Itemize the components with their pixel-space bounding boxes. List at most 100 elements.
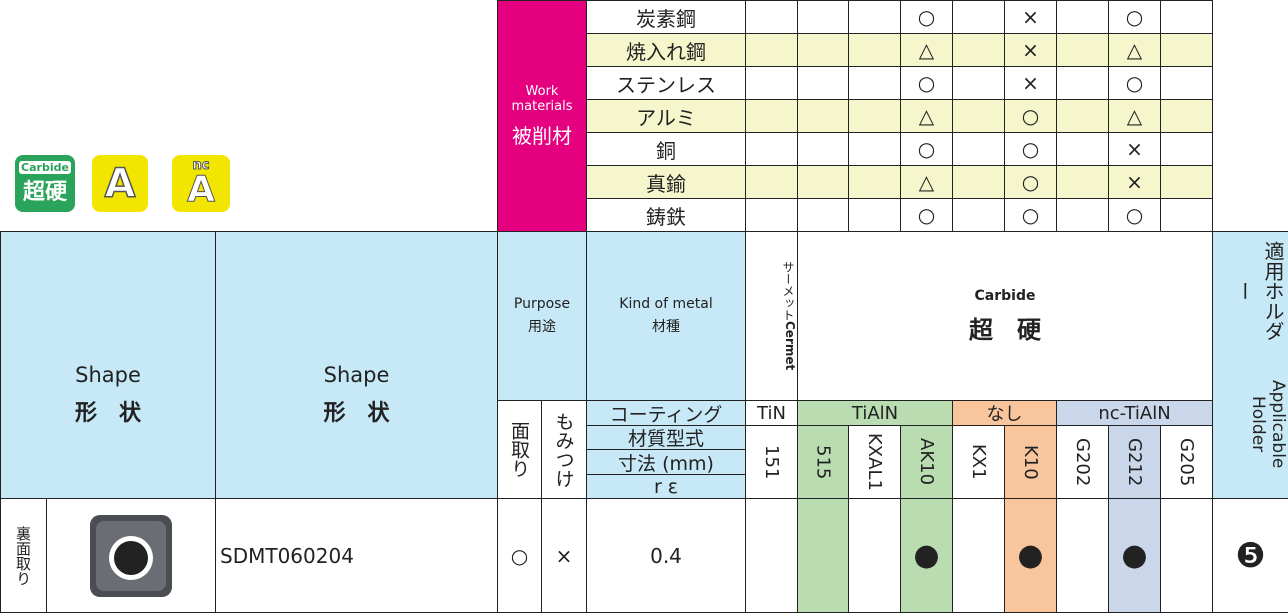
material-mark	[1160, 99, 1213, 133]
cell-text: 材質型式	[627, 428, 704, 450]
cell-text: コーティング	[609, 403, 723, 426]
cell-text: r ε	[653, 475, 679, 498]
material-mark	[1160, 0, 1213, 34]
holder: ❺	[1212, 498, 1288, 613]
material-mark	[745, 66, 798, 100]
grade-mark: ●	[900, 498, 953, 613]
cell-text: AK10	[916, 438, 937, 486]
cell-text: KX1	[968, 444, 989, 480]
cell-text: ○	[917, 137, 936, 161]
cell-text: 焼入れ鋼	[626, 39, 706, 64]
cell-text: ○	[1125, 203, 1144, 227]
material-mark	[797, 198, 849, 232]
material-mark: ○	[1004, 132, 1057, 166]
coating: なし	[952, 400, 1057, 426]
cell-text: Shape	[323, 363, 390, 387]
purpose-header: Purpose 用途	[497, 231, 587, 401]
material-mark	[1160, 198, 1213, 232]
shape-header: Shape 形 状	[215, 231, 498, 499]
badge-text: nc	[192, 157, 210, 173]
grade-mark	[1160, 498, 1213, 613]
sub-header: 材質型式	[586, 425, 746, 450]
cell-text: 裏面取り	[14, 525, 32, 586]
shape-header: Shape 形 状	[0, 231, 216, 499]
countersink-header: もみつけ	[541, 400, 587, 499]
cell-text: TiAlN	[851, 402, 899, 424]
material-mark: ○	[1108, 0, 1161, 34]
material-mark	[1056, 66, 1109, 100]
material-mark	[745, 99, 798, 133]
insert-image	[46, 498, 216, 613]
material-mark	[952, 132, 1005, 166]
carbide-header: Carbide 超 硬	[797, 231, 1213, 401]
material-mark	[1056, 198, 1109, 232]
cell-text: △	[1126, 38, 1143, 62]
grade-mark	[952, 498, 1005, 613]
badge-a: A	[92, 155, 148, 212]
cell-text: ○	[510, 543, 529, 568]
cell-text: ×	[1022, 5, 1039, 29]
cell-text: ○	[1021, 203, 1040, 227]
material-mark: ○	[1108, 66, 1161, 100]
model: SDMT060204	[215, 498, 498, 613]
cell-text: nc-TiAlN	[1098, 402, 1171, 424]
cell-text: ●	[913, 538, 940, 573]
sub-header: コーティング	[586, 400, 746, 426]
material-name: 真鍮	[586, 165, 746, 199]
cell-text: ○	[1125, 71, 1144, 95]
cell-text: ステンレス	[616, 72, 716, 97]
cell-text: SDMT060204	[220, 543, 354, 568]
chamfer: ○	[497, 498, 542, 613]
material-mark	[952, 33, 1005, 67]
material-mark: ○	[900, 198, 953, 232]
cell-text: ❺	[1235, 535, 1266, 576]
grade-mark	[797, 498, 849, 613]
cell-text: 形 状	[74, 401, 141, 426]
material-mark	[848, 33, 901, 67]
material-mark	[952, 0, 1005, 34]
cell-text: Carbide	[974, 287, 1036, 304]
cell-text: 515	[812, 444, 834, 480]
cell-text: 寸法 (mm)	[618, 452, 714, 475]
badge-text: Carbide	[19, 161, 71, 174]
material-mark: △	[900, 33, 953, 67]
cell-text: ●	[1121, 538, 1148, 573]
material-mark	[797, 33, 849, 67]
material-mark: ○	[900, 0, 953, 34]
cell-text: 形 状	[323, 401, 390, 426]
holder-header: Applicable Holder 適用ホルダー	[1212, 231, 1288, 499]
badge-text: A	[104, 160, 136, 208]
cell-text: Purpose	[513, 296, 571, 312]
material-mark: ×	[1004, 66, 1057, 100]
cell-text: G202	[1072, 437, 1093, 487]
material-mark: ×	[1108, 132, 1161, 166]
material-mark: ×	[1004, 0, 1057, 34]
material-mark	[848, 132, 901, 166]
material-mark	[952, 66, 1005, 100]
material-name: 鋳鉄	[586, 198, 746, 232]
countersink: ×	[541, 498, 587, 613]
badge-text: 超硬	[22, 180, 67, 205]
cell-text: 0.4	[650, 543, 682, 568]
grade-mark	[848, 498, 901, 613]
material-mark	[797, 132, 849, 166]
cermet-header: Cermet サーメット	[745, 231, 798, 401]
grade-mark	[745, 498, 798, 613]
cell-text: Work materials	[511, 83, 573, 114]
material-mark	[952, 198, 1005, 232]
cell-text: 151	[761, 444, 782, 480]
cell-text: ○	[917, 203, 936, 227]
note: 裏面取り	[0, 498, 47, 613]
sub-header: 寸法 (mm)	[586, 449, 746, 475]
material-mark	[1160, 132, 1213, 166]
cell-text: 鋳鉄	[646, 204, 686, 229]
material-mark: ×	[1108, 165, 1161, 199]
badge-carbide: Carbide 超硬	[15, 155, 75, 212]
cell-text: ×	[1022, 38, 1039, 62]
work-materials-label: Work materials 被削材	[497, 0, 587, 232]
cell-text: Shape	[75, 363, 141, 387]
cell-text: ○	[1125, 5, 1144, 29]
grade-name: G205	[1160, 425, 1213, 499]
grade-name: KXAL1	[848, 425, 901, 499]
material-mark	[848, 66, 901, 100]
